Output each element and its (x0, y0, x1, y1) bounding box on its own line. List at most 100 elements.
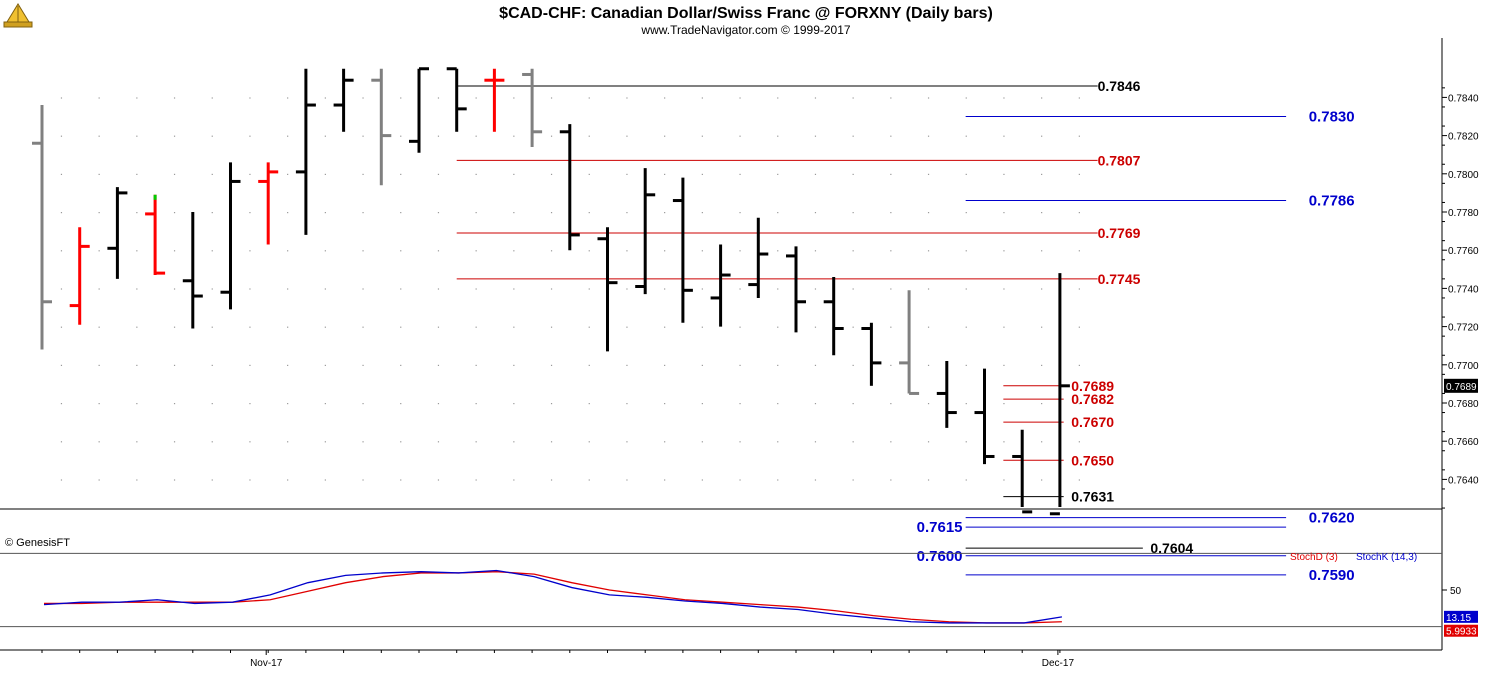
grid-dot (852, 441, 854, 443)
ohlc-bar (446, 67, 467, 132)
grid-dot (890, 135, 892, 137)
grid-dot (287, 173, 289, 175)
grid-dot (475, 326, 477, 328)
grid-dot (136, 288, 138, 290)
grid-dot (550, 441, 553, 443)
grid-dot (513, 250, 515, 252)
grid-dot (287, 326, 289, 328)
grid-dot (550, 250, 553, 252)
grid-dot (475, 288, 477, 290)
grid-dot (287, 364, 289, 366)
grid-dot (814, 135, 817, 137)
price-tick-label: 0.7660 (1448, 437, 1479, 448)
stoch-tick-label: 50 (1450, 586, 1462, 597)
grid-dot (701, 479, 703, 481)
grid-dot (437, 212, 440, 214)
price-tick-label: 0.7820 (1448, 132, 1479, 143)
grid-dot (777, 441, 779, 443)
grid-dot (965, 441, 967, 443)
grid-dot (173, 97, 176, 99)
grid-dot (626, 364, 628, 366)
grid-dot (965, 364, 967, 366)
grid-dot (1078, 441, 1080, 443)
grid-dot (588, 479, 590, 481)
grid-dot (739, 288, 741, 290)
grid-dot (173, 288, 176, 290)
grid-dot (98, 441, 100, 443)
grid-dot (588, 173, 590, 175)
grid-dot (814, 364, 817, 366)
grid-dot (173, 135, 176, 137)
grid-dot (1003, 441, 1005, 443)
grid-dot (852, 479, 854, 481)
ohlc-bar (1049, 273, 1070, 516)
grid-dot (777, 479, 779, 481)
grid-dot (173, 403, 176, 405)
grid-dot (287, 403, 289, 405)
grid-dot (513, 403, 515, 405)
grid-dot (173, 364, 176, 366)
grid-dot (814, 479, 817, 481)
grid-dot (400, 212, 402, 214)
grid-dot (664, 173, 666, 175)
grid-dot (701, 326, 703, 328)
grid-dot (701, 288, 703, 290)
grid-dot (400, 173, 402, 175)
grid-dot (890, 326, 892, 328)
grid-dot (927, 364, 930, 366)
grid-dot (475, 441, 477, 443)
level-label: 0.7769 (1098, 225, 1141, 241)
grid-dot (965, 250, 967, 252)
grid-dot (249, 135, 251, 137)
grid-dot (814, 250, 817, 252)
grid-dot (739, 441, 741, 443)
grid-dot (550, 97, 553, 99)
grid-dot (98, 173, 100, 175)
time-tick-label: Dec-17 (1042, 658, 1075, 669)
grid-dot (249, 212, 251, 214)
grid-dot (362, 403, 364, 405)
ohlc-bar (559, 124, 580, 251)
ohlc-bar (371, 68, 392, 186)
grid-dot (437, 173, 440, 175)
grid-dot (626, 250, 628, 252)
price-tick-label: 0.7760 (1448, 246, 1479, 257)
grid-dot (1078, 403, 1080, 405)
grid-dot (1041, 97, 1043, 99)
ohlc-bar (861, 322, 882, 386)
grid-dot (1041, 441, 1043, 443)
grid-dot (136, 441, 138, 443)
price-bars (32, 67, 1070, 516)
grid-dot (626, 479, 628, 481)
grid-dot (136, 326, 138, 328)
grid-dot (814, 288, 817, 290)
grid-dot (965, 212, 967, 214)
grid-dot (1003, 288, 1005, 290)
grid-dot (927, 441, 930, 443)
grid-dot (324, 479, 326, 481)
level-label: 0.7604 (1150, 540, 1193, 556)
grid-dot (626, 135, 628, 137)
grid-dot (211, 173, 213, 175)
grid-dot (852, 97, 854, 99)
grid-dot (1078, 173, 1080, 175)
grid-dot (136, 403, 138, 405)
grid-dot (927, 212, 930, 214)
grid-dot (437, 479, 440, 481)
grid-dot (136, 212, 138, 214)
grid-dot (136, 173, 138, 175)
grid-dot (927, 479, 930, 481)
level-label: 0.7600 (917, 548, 963, 565)
grid-dot (211, 97, 213, 99)
grid-dot (739, 403, 741, 405)
price-tick-label: 0.7720 (1448, 323, 1479, 334)
grid-dot (60, 212, 63, 214)
grid-dot (664, 403, 666, 405)
grid-dot (777, 173, 779, 175)
grid-dot (550, 479, 553, 481)
grid-dot (814, 173, 817, 175)
trade-navigator-logo (3, 3, 33, 28)
ohlc-bar (522, 68, 543, 148)
grid-dot (362, 441, 364, 443)
